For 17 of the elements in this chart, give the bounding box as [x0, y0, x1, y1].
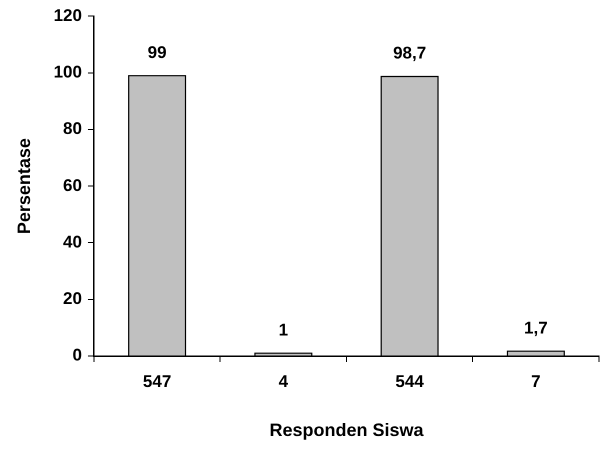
y-axis-title: Persentase: [14, 138, 34, 234]
y-tick-label: 0: [72, 346, 82, 365]
y-tick-label: 20: [63, 289, 82, 308]
y-tick-label: 120: [54, 6, 82, 25]
y-tick-label: 80: [63, 119, 82, 138]
x-axis-title: Responden Siswa: [269, 420, 424, 440]
data-label: 99: [148, 42, 167, 62]
x-tick-label: 7: [531, 372, 541, 391]
x-tick-label: 544: [395, 372, 424, 391]
data-label: 1,7: [524, 318, 548, 338]
x-tick-label: 547: [142, 372, 172, 391]
y-tick-label: 60: [63, 176, 82, 195]
y-tick-label: 40: [63, 232, 82, 252]
y-tick-label: 100: [54, 62, 82, 82]
x-tick-label: 4: [278, 372, 289, 391]
data-label: 1: [278, 320, 288, 340]
data-label: 98,7: [393, 44, 426, 63]
